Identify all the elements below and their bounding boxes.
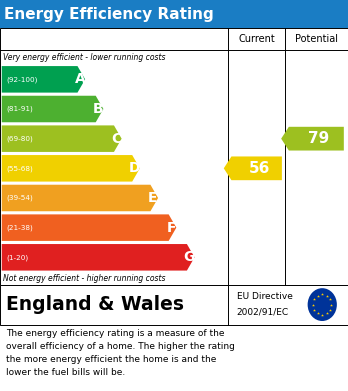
Circle shape (308, 288, 337, 321)
Polygon shape (2, 96, 103, 122)
Text: (92-100): (92-100) (6, 76, 37, 83)
Text: EU Directive: EU Directive (237, 292, 293, 301)
Polygon shape (281, 127, 344, 151)
Text: D: D (129, 161, 140, 175)
Text: (39-54): (39-54) (6, 195, 33, 201)
Text: F: F (166, 221, 176, 235)
Text: England & Wales: England & Wales (6, 295, 184, 314)
Text: Not energy efficient - higher running costs: Not energy efficient - higher running co… (3, 274, 166, 283)
Text: (21-38): (21-38) (6, 224, 33, 231)
Text: C: C (111, 132, 121, 146)
Bar (0, 0, 348, 28)
Polygon shape (2, 155, 140, 181)
Text: B: B (93, 102, 103, 116)
Text: Very energy efficient - lower running costs: Very energy efficient - lower running co… (3, 52, 166, 62)
Text: The energy efficiency rating is a measure of the
overall efficiency of a home. T: The energy efficiency rating is a measur… (6, 329, 235, 377)
Text: (1-20): (1-20) (6, 254, 28, 260)
Polygon shape (2, 214, 176, 241)
Text: (69-80): (69-80) (6, 135, 33, 142)
Text: 2002/91/EC: 2002/91/EC (237, 307, 289, 316)
Polygon shape (2, 244, 195, 271)
Text: (55-68): (55-68) (6, 165, 33, 172)
Text: (81-91): (81-91) (6, 106, 33, 112)
Bar (0, 28, 348, 285)
Text: G: G (184, 250, 195, 264)
Text: A: A (74, 72, 85, 86)
Bar (0, 285, 348, 325)
Text: Energy Efficiency Rating: Energy Efficiency Rating (4, 7, 214, 22)
Text: Current: Current (238, 34, 275, 44)
Polygon shape (224, 156, 282, 180)
Text: E: E (148, 191, 158, 205)
Polygon shape (2, 185, 158, 211)
Polygon shape (2, 66, 85, 93)
Text: 79: 79 (308, 131, 330, 146)
Text: Potential: Potential (295, 34, 338, 44)
Text: 56: 56 (249, 161, 270, 176)
Polygon shape (2, 126, 122, 152)
